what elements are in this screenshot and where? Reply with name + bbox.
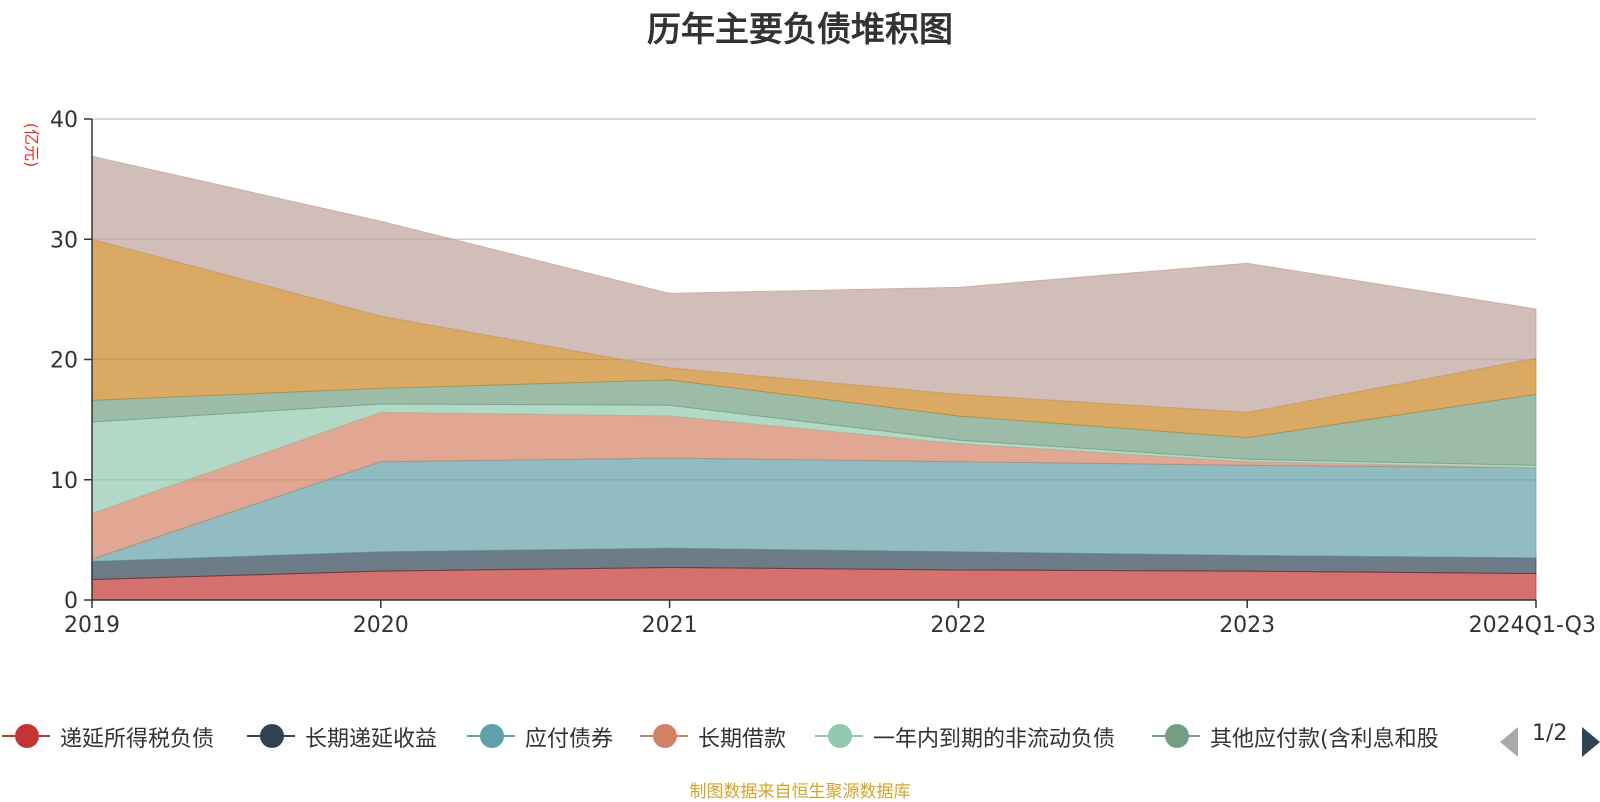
x-tick-label: 2020 (353, 613, 409, 638)
legend: 递延所得税负债 长期递延收益 应付债券 长期借款 一年内到期的非流动负债 其他应付款(含利… (0, 705, 1600, 765)
legend-dot-icon (1165, 724, 1189, 748)
x-tick-label: 2024Q1-Q3 (1469, 613, 1596, 638)
x-tick-label: 2021 (642, 613, 698, 638)
y-tick-label: 30 (50, 228, 78, 253)
legend-dot-icon (260, 724, 284, 748)
legend-dot-icon (480, 724, 504, 748)
source-note: 制图数据来自恒生聚源数据库 (689, 782, 911, 802)
y-tick-labels: 0 10 20 30 40 (50, 108, 92, 614)
x-tick-labels: 2019 2020 2021 2022 2023 2024Q1-Q3 (64, 600, 1596, 638)
legend-dot-icon (653, 724, 677, 748)
y-tick-label: 20 (50, 349, 78, 374)
y-tick-label: 10 (50, 469, 78, 494)
y-tick-label: 0 (64, 589, 78, 614)
y-tick-label: 40 (50, 108, 78, 133)
legend-label: 递延所得税负债 (60, 727, 215, 752)
legend-label: 长期递延收益 (305, 727, 438, 752)
legend-page-indicator: 1/2 (1532, 721, 1568, 746)
legend-label: 其他应付款(含利息和股 (1210, 727, 1439, 752)
x-tick-label: 2023 (1219, 613, 1275, 638)
chart-title: 历年主要负债堆积图 (647, 10, 953, 50)
area-series-7[interactable] (91, 155, 1537, 413)
stacked-areas (91, 155, 1537, 601)
legend-label: 一年内到期的非流动负债 (873, 727, 1116, 752)
legend-next-icon[interactable] (1582, 727, 1600, 757)
legend-prev-icon[interactable] (1500, 727, 1518, 757)
legend-label: 长期借款 (698, 727, 787, 752)
legend-dot-icon (828, 724, 852, 748)
legend-dot-icon (15, 724, 39, 748)
legend-label: 应付债券 (525, 727, 614, 752)
x-tick-label: 2022 (930, 613, 986, 638)
x-tick-label: 2019 (64, 613, 120, 638)
y-unit-label: (亿元) (22, 123, 41, 168)
